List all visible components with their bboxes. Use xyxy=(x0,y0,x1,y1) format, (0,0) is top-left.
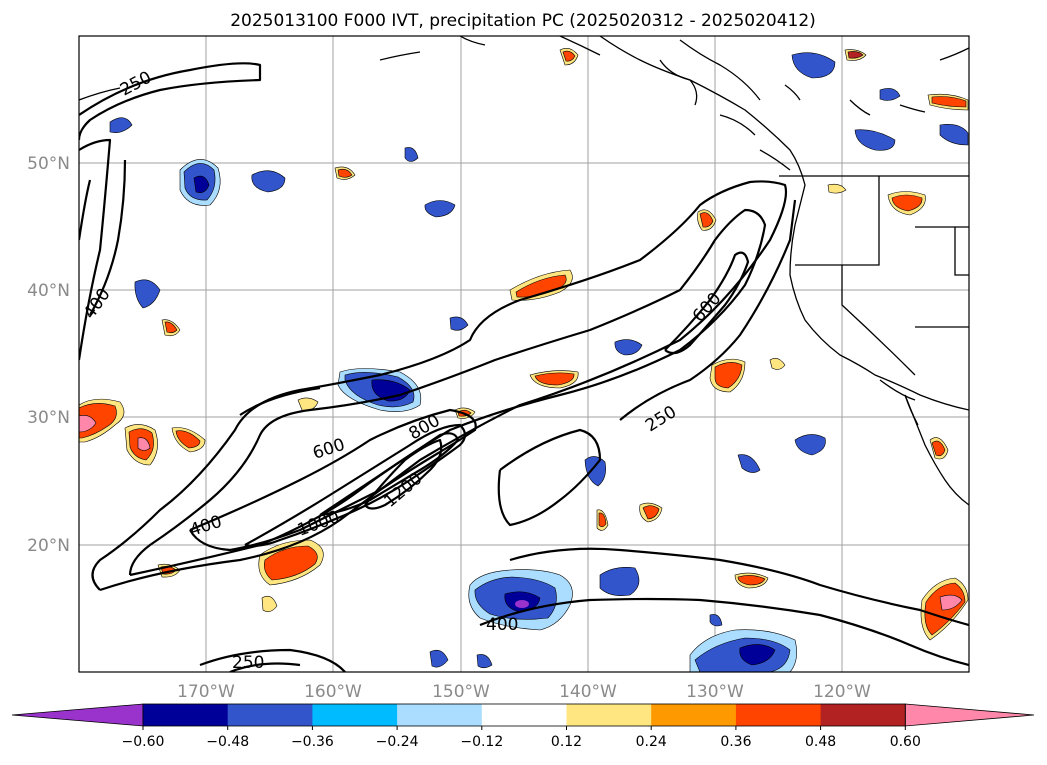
colorbar-tick-label: −0.48 xyxy=(206,734,249,750)
map-frame xyxy=(78,35,970,673)
colorbar: −0.60 −0.48 −0.36 −0.24 −0.12 0.12 0.24 0.36 0.4… xyxy=(11,703,1035,750)
colorbar-tick-label: 0.36 xyxy=(720,734,751,750)
lon-label-130w: 130°W xyxy=(686,682,744,702)
ivt-contours xyxy=(79,62,969,672)
lat-label-20n: 20°N xyxy=(27,536,70,556)
colorbar-tick-label: −0.24 xyxy=(376,734,419,750)
colorbar-segment xyxy=(143,704,229,726)
colorbar-tick-label: 0.60 xyxy=(890,734,921,750)
lon-label-170w: 170°W xyxy=(177,682,235,702)
latitude-labels: 50°N 40°N 30°N 20°N xyxy=(27,154,70,556)
colorbar-tick-label: 0.12 xyxy=(551,734,582,750)
map-background xyxy=(79,36,969,672)
lat-label-50n: 50°N xyxy=(27,154,70,174)
lon-label-160w: 160°W xyxy=(304,682,362,702)
map-panel: 250 400 600 800 1000 1200 600 250 400 25… xyxy=(78,35,970,673)
colorbar-segment xyxy=(651,704,737,726)
lon-label-120w: 120°W xyxy=(813,682,871,702)
lat-label-30n: 30°N xyxy=(27,408,70,428)
colorbar-tick-label: 0.48 xyxy=(805,734,836,750)
colorbar-tick-label: −0.12 xyxy=(460,734,503,750)
colorbar-segments xyxy=(11,703,1035,727)
longitude-labels: 170°W 160°W 150°W 140°W 130°W 120°W xyxy=(177,682,871,702)
contour-label: 250 xyxy=(232,653,264,673)
colorbar-segment xyxy=(481,704,567,726)
colorbar-extend-low xyxy=(11,703,144,727)
lon-label-150w: 150°W xyxy=(432,682,490,702)
colorbar-segment xyxy=(820,704,906,726)
colorbar-segment xyxy=(397,704,483,726)
lon-label-140w: 140°W xyxy=(559,682,617,702)
colorbar-tick-label: 0.24 xyxy=(636,734,667,750)
colorbar-segment xyxy=(735,704,822,726)
contour-label: 400 xyxy=(486,615,518,635)
colorbar-tick-label: −0.36 xyxy=(291,734,334,750)
colorbar-ticks: −0.60 −0.48 −0.36 −0.24 −0.12 0.12 0.24 0.36 0.4… xyxy=(122,726,921,750)
colorbar-extend-high xyxy=(904,703,1035,727)
colorbar-segment xyxy=(312,704,398,726)
coastlines xyxy=(79,36,969,506)
colorbar-segment xyxy=(566,704,652,726)
figure-title: 2025013100 F000 IVT, precipitation PC (2… xyxy=(230,11,816,31)
negative-anomaly xyxy=(109,52,969,672)
precip-anomaly-field xyxy=(79,48,969,672)
colorbar-segment xyxy=(227,704,313,726)
lat-label-40n: 40°N xyxy=(27,281,70,301)
colorbar-outline xyxy=(142,703,906,727)
colorbar-tick-label: −0.60 xyxy=(122,734,165,750)
